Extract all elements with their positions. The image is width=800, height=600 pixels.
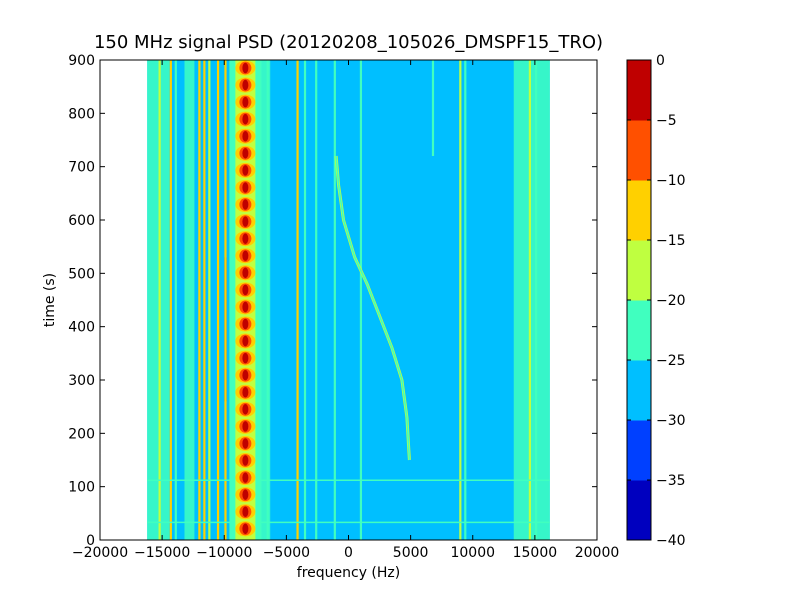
- carrier-bead-core: [242, 130, 249, 142]
- colorbar-segment: [627, 120, 651, 181]
- carrier-bead-core: [242, 182, 249, 193]
- colorbar-tick-label: −25: [656, 353, 686, 369]
- doppler-curve: [335, 155, 411, 461]
- colorbar-tick-label: −35: [656, 473, 686, 489]
- colorbar: −40 −35 −30 −25 −20 −15 −10 −5 0: [626, 53, 686, 549]
- y-tick-label: 100: [68, 480, 95, 496]
- x-tick-label: 20000: [575, 545, 620, 561]
- colorbar-segment: [627, 180, 651, 241]
- colorbar-tick-label: −30: [656, 413, 686, 429]
- carrier-bead-core: [242, 438, 249, 449]
- carrier-bead-core: [242, 62, 249, 74]
- y-axis: 0 100 200 300 400 500 600 700 800 900: [68, 53, 597, 549]
- colorbar-tick-label: −20: [656, 293, 686, 309]
- carrier-bead-core: [242, 79, 249, 91]
- carrier-bead-core: [242, 386, 249, 398]
- x-tick-label: −5000: [263, 545, 310, 561]
- carrier-bead-core: [242, 489, 249, 500]
- carrier-bead-core: [242, 96, 249, 108]
- y-tick-label: 200: [68, 426, 95, 442]
- colorbar-segment: [627, 420, 651, 481]
- colorbar-segment: [627, 60, 651, 121]
- carrier-bead-core: [242, 233, 249, 244]
- x-tick-label: 5000: [393, 545, 429, 561]
- carrier-bead-core: [242, 472, 249, 483]
- noise-band: [147, 60, 170, 540]
- y-tick-label: 300: [68, 373, 95, 389]
- carrier-bead-core: [242, 216, 249, 227]
- chart-title: 150 MHz signal PSD (20120208_105026_DMSP…: [94, 32, 603, 53]
- carrier-bead-core: [242, 335, 249, 347]
- carrier-bead-core: [242, 250, 249, 262]
- x-tick-label: −15000: [134, 545, 190, 561]
- carrier-bead-core: [242, 506, 249, 518]
- y-tick-label: 400: [68, 320, 95, 336]
- carrier-bead-core: [242, 404, 249, 415]
- y-tick-label: 900: [68, 53, 95, 69]
- y-tick-label: 600: [68, 213, 95, 229]
- colorbar-tick-label: −15: [656, 233, 686, 249]
- colorbar-segment: [627, 300, 651, 361]
- plot-area: [100, 60, 597, 540]
- colorbar-tick-label: −40: [656, 533, 686, 549]
- noise-band: [184, 60, 195, 540]
- carrier-bead-core: [242, 267, 249, 279]
- colorbar-segment: [627, 360, 651, 421]
- psd-background: [147, 60, 550, 540]
- colorbar-tick-label: 0: [656, 53, 665, 69]
- carrier-bead-core: [242, 165, 249, 176]
- y-tick-label: 800: [68, 106, 95, 122]
- carrier-bead-core: [242, 352, 249, 364]
- x-tick-label: 0: [344, 545, 353, 561]
- x-tick-label: −20000: [72, 545, 128, 561]
- carrier-bead-core: [242, 148, 249, 159]
- carrier-bead-core: [242, 455, 249, 466]
- carrier-bead-core: [242, 369, 249, 381]
- x-tick-label: −10000: [196, 545, 252, 561]
- x-tick-label: 10000: [450, 545, 495, 561]
- colorbar-segment: [627, 240, 651, 301]
- carrier-bead-core: [242, 523, 249, 535]
- carrier-bead-core: [242, 199, 249, 210]
- x-tick-label: 15000: [513, 545, 558, 561]
- colorbar-tick-label: −5: [656, 113, 677, 129]
- colorbar-tick-label: −10: [656, 173, 686, 189]
- carrier-bead-core: [242, 301, 249, 313]
- x-axis: −20000 −15000 −10000 −5000 0 5000 10000 15000 20…: [72, 60, 619, 561]
- y-tick-label: 500: [68, 266, 95, 282]
- carrier-bead-core: [242, 284, 249, 296]
- noise-band: [513, 60, 550, 540]
- colorbar-segment: [627, 480, 651, 541]
- carrier-bead-core: [242, 421, 249, 432]
- carrier-bead-core: [242, 318, 249, 330]
- x-axis-label: frequency (Hz): [297, 565, 400, 581]
- y-axis-label: time (s): [42, 273, 58, 327]
- y-tick-label: 0: [86, 533, 95, 549]
- y-tick-label: 700: [68, 160, 95, 176]
- carrier-bead-core: [242, 113, 249, 125]
